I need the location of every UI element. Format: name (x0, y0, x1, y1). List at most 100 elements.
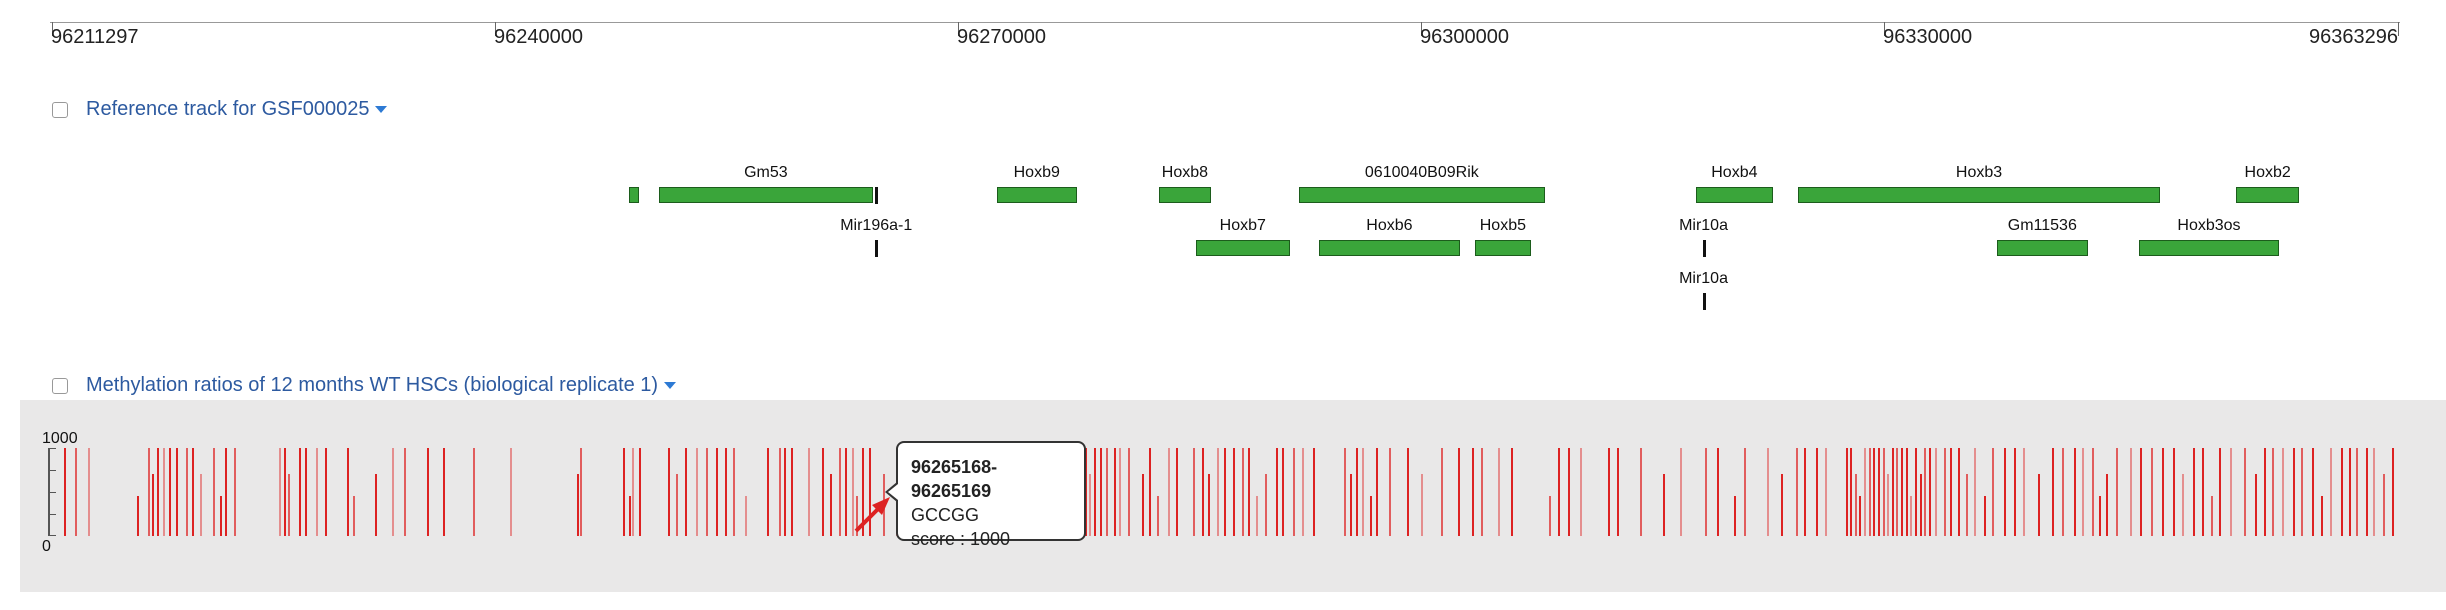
methylation-bar[interactable] (1973, 448, 1976, 536)
methylation-bar[interactable] (675, 474, 678, 536)
methylation-bar[interactable] (839, 448, 842, 536)
methylation-bar[interactable] (87, 448, 90, 536)
methylation-bar[interactable] (1223, 448, 1226, 536)
methylation-bar[interactable] (1919, 474, 1922, 536)
gene-feature[interactable] (996, 187, 1077, 203)
methylation-bar[interactable] (175, 448, 178, 536)
methylation-bar[interactable] (1580, 448, 1583, 536)
methylation-bar[interactable] (1275, 448, 1278, 536)
gene-feature[interactable] (1299, 187, 1545, 203)
methylation-bar[interactable] (2192, 448, 2195, 536)
methylation-bar[interactable] (1567, 448, 1570, 536)
methylation-bar[interactable] (1607, 448, 1610, 536)
methylation-bar[interactable] (2254, 474, 2257, 536)
methylation-bar[interactable] (147, 448, 150, 536)
methylation-bar[interactable] (1984, 496, 1987, 536)
methylation-bar[interactable] (220, 496, 223, 536)
mirna-feature[interactable] (875, 187, 879, 204)
methylation-bar[interactable] (1780, 474, 1783, 536)
gene-feature[interactable] (1158, 187, 1212, 203)
methylation-bar[interactable] (1717, 448, 1720, 536)
methylation-bar[interactable] (1157, 496, 1160, 536)
methylation-bar[interactable] (1407, 448, 1410, 536)
methylation-bar[interactable] (667, 448, 670, 536)
methylation-bar[interactable] (1265, 474, 1268, 536)
methylation-bar[interactable] (1910, 496, 1913, 536)
methylation-bar[interactable] (1859, 496, 1862, 536)
methylation-bar[interactable] (1558, 448, 1561, 536)
methylation-track-dropdown-caret-icon[interactable] (664, 382, 677, 389)
methylation-bar[interactable] (2106, 474, 2109, 536)
methylation-bar[interactable] (2293, 448, 2296, 536)
methylation-bar[interactable] (288, 474, 291, 536)
methylation-bar[interactable] (715, 448, 718, 536)
methylation-bar[interactable] (1734, 496, 1737, 536)
methylation-bar[interactable] (638, 448, 641, 536)
gene-feature[interactable] (629, 187, 639, 203)
methylation-bar[interactable] (2092, 448, 2095, 536)
methylation-bar[interactable] (2311, 448, 2314, 536)
methylation-bar[interactable] (346, 448, 349, 536)
methylation-bar[interactable] (473, 448, 476, 536)
methylation-bar[interactable] (200, 474, 203, 536)
methylation-bar[interactable] (1887, 474, 1890, 536)
methylation-bar[interactable] (2348, 448, 2351, 536)
gene-feature[interactable] (1996, 240, 2088, 256)
methylation-bar[interactable] (2263, 448, 2266, 536)
methylation-bar[interactable] (2356, 448, 2359, 536)
methylation-bar[interactable] (1796, 448, 1799, 536)
methylation-bar[interactable] (353, 496, 355, 536)
methylation-bar[interactable] (1766, 448, 1769, 536)
methylation-bar[interactable] (2004, 448, 2007, 536)
methylation-bar[interactable] (2073, 448, 2076, 536)
methylation-bar[interactable] (1441, 448, 1444, 536)
methylation-bar[interactable] (856, 496, 859, 536)
methylation-bar[interactable] (845, 448, 848, 536)
methylation-bar[interactable] (64, 448, 67, 536)
methylation-bar[interactable] (1864, 448, 1867, 536)
methylation-bar[interactable] (510, 448, 513, 536)
methylation-bar[interactable] (1376, 448, 1379, 536)
methylation-bar[interactable] (1905, 448, 1908, 536)
methylation-bar[interactable] (1100, 448, 1103, 536)
methylation-plot-panel[interactable]: 1000 0 (20, 400, 2446, 592)
methylation-bar[interactable] (2330, 448, 2333, 536)
methylation-bar[interactable] (1935, 448, 1938, 536)
methylation-bar[interactable] (186, 448, 189, 536)
methylation-bar[interactable] (724, 448, 727, 536)
methylation-bar[interactable] (2391, 448, 2394, 536)
methylation-bar[interactable] (1141, 474, 1144, 536)
methylation-bar[interactable] (305, 448, 308, 536)
methylation-bar[interactable] (745, 496, 748, 536)
methylation-bar[interactable] (2181, 474, 2184, 536)
methylation-bar[interactable] (783, 448, 786, 536)
methylation-bar[interactable] (2140, 448, 2143, 536)
methylation-bar[interactable] (1292, 448, 1295, 536)
methylation-bar[interactable] (1928, 448, 1931, 536)
methylation-bar[interactable] (2300, 448, 2303, 536)
methylation-track-checkbox[interactable] (52, 377, 68, 394)
methylation-bar[interactable] (1510, 448, 1513, 536)
gene-feature[interactable] (1475, 240, 1531, 256)
methylation-bar[interactable] (1498, 448, 1501, 536)
gene-feature[interactable] (1695, 187, 1773, 203)
methylation-bar[interactable] (791, 448, 794, 536)
methylation-bar[interactable] (1868, 448, 1871, 536)
methylation-bar[interactable] (1149, 448, 1152, 536)
methylation-bar[interactable] (1282, 448, 1285, 536)
methylation-bar[interactable] (1388, 448, 1391, 536)
methylation-bar[interactable] (1950, 448, 1953, 536)
methylation-bar[interactable] (629, 496, 632, 536)
methylation-bar[interactable] (1896, 448, 1899, 536)
methylation-bar[interactable] (1549, 496, 1552, 536)
methylation-bar[interactable] (1201, 448, 1204, 536)
methylation-bar[interactable] (2243, 448, 2246, 536)
methylation-bar[interactable] (1302, 448, 1305, 536)
methylation-bar[interactable] (851, 448, 854, 536)
gene-feature[interactable] (2138, 240, 2280, 256)
methylation-bar[interactable] (684, 448, 687, 536)
methylation-bar[interactable] (732, 448, 735, 536)
methylation-bar[interactable] (2219, 448, 2222, 536)
methylation-bar[interactable] (298, 448, 301, 536)
methylation-bar[interactable] (1093, 448, 1096, 536)
